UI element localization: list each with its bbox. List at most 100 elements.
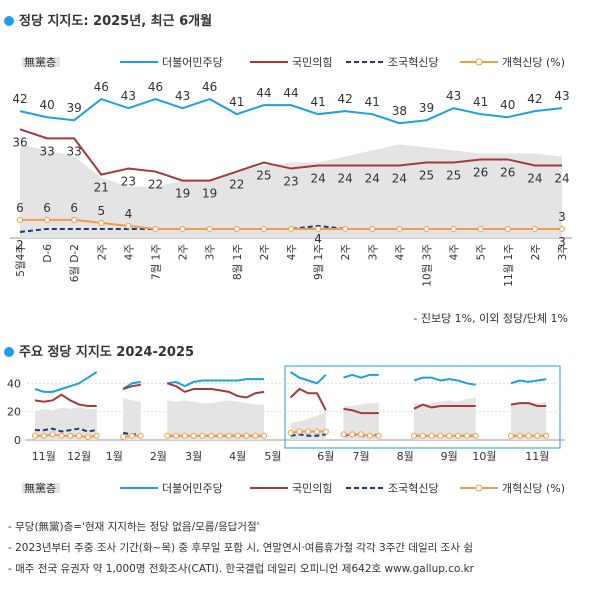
marker xyxy=(396,225,403,232)
data-label: 43 xyxy=(554,89,569,103)
x-tick-label: 11월 xyxy=(32,450,56,463)
x-tick-label: 3주 xyxy=(367,244,379,261)
marker xyxy=(516,432,523,439)
marker xyxy=(450,225,457,232)
highlight-box xyxy=(284,365,561,449)
marker xyxy=(58,432,65,439)
marker xyxy=(243,432,250,439)
x-tick-label: 9월 xyxy=(441,450,458,463)
data-label: 26 xyxy=(500,165,515,179)
marker xyxy=(507,432,514,439)
x-tick-label: 3주 xyxy=(205,244,217,261)
marker xyxy=(67,432,74,439)
x-tick-label: 4주 xyxy=(123,244,135,261)
marker xyxy=(342,225,349,232)
legend-label: 개혁신당 (%) xyxy=(502,56,565,69)
data-label: 25 xyxy=(446,169,461,183)
legend-label: 국민의힘 xyxy=(292,482,332,495)
marker xyxy=(125,222,132,229)
data-label: 41 xyxy=(310,95,325,109)
data-label: 24 xyxy=(365,172,380,186)
legend-label: 더불어민주당 xyxy=(162,56,223,69)
data-label: 41 xyxy=(365,95,380,109)
x-tick-label: 10월 xyxy=(472,450,496,463)
data-label: 41 xyxy=(229,95,244,109)
x-tick-label: 8월 xyxy=(397,450,414,463)
y-tick-label: 0 xyxy=(14,434,21,447)
marker xyxy=(472,432,479,439)
data-label: 42 xyxy=(527,92,542,106)
marker xyxy=(314,428,321,435)
marker xyxy=(260,225,267,232)
x-tick-label: 1월 xyxy=(106,450,123,463)
data-label: 46 xyxy=(148,80,163,94)
marker xyxy=(199,432,206,439)
marker xyxy=(543,432,550,439)
x-tick-label: 5월4주 xyxy=(15,244,27,277)
legend-label: 국민의힘 xyxy=(292,56,332,69)
marker xyxy=(234,432,241,439)
line xyxy=(19,128,562,182)
data-label: 42 xyxy=(12,92,27,106)
legend-label: 개혁신당 (%) xyxy=(502,482,565,495)
marker xyxy=(477,225,484,232)
data-label: 22 xyxy=(148,178,163,192)
data-label: 5 xyxy=(97,204,105,218)
x-tick-label: 2주 xyxy=(178,244,190,261)
x-tick-label: 2주 xyxy=(340,244,352,261)
legend-label: 조국혁신당 xyxy=(388,56,439,69)
marker xyxy=(463,432,470,439)
marker xyxy=(322,428,329,435)
x-tick-label: 5주 xyxy=(476,244,488,261)
marker xyxy=(428,432,435,439)
data-label: 6 xyxy=(16,201,24,215)
x-tick-label: 9월 1주 xyxy=(313,244,325,280)
chart-title: 주요 정당 지지도 2024-2025 xyxy=(19,344,194,360)
area xyxy=(20,144,562,238)
legend-label: 無黨층 xyxy=(24,481,56,495)
data-label: 24 xyxy=(527,172,542,186)
marker xyxy=(206,225,213,232)
data-label: 33 xyxy=(39,144,54,158)
marker xyxy=(340,431,347,438)
data-label: 43 xyxy=(446,89,461,103)
data-label: 6 xyxy=(70,201,78,215)
data-label: 33 xyxy=(67,144,82,158)
legend-label: 조국혁신당 xyxy=(388,482,439,495)
footnote: - 2023년부터 주중 조사 기간(화~목) 중 후무일 포함 시, 연말연시… xyxy=(8,541,473,554)
data-label: 24 xyxy=(310,172,325,186)
marker xyxy=(71,216,78,223)
marker xyxy=(288,225,294,232)
marker xyxy=(455,432,462,439)
marker xyxy=(120,434,127,441)
data-label: 43 xyxy=(175,89,190,103)
marker xyxy=(208,432,215,439)
x-tick-label: 2월 xyxy=(150,450,167,463)
marker xyxy=(252,432,259,439)
marker xyxy=(233,225,240,232)
marker xyxy=(32,432,38,439)
legend-label: 더불어민주당 xyxy=(162,482,223,495)
y-tick-label: 20 xyxy=(7,406,21,419)
marker xyxy=(419,432,426,439)
marker xyxy=(98,219,105,226)
marker xyxy=(287,429,294,436)
marker xyxy=(504,225,511,232)
x-tick-label: 7월 xyxy=(353,450,370,463)
data-label: 46 xyxy=(202,80,217,94)
data-label: 25 xyxy=(419,169,434,183)
legend-swatch xyxy=(22,483,60,493)
data-label: 22 xyxy=(229,178,244,192)
data-label: 40 xyxy=(39,98,54,112)
data-label: 44 xyxy=(283,86,298,100)
marker xyxy=(137,432,144,439)
marker xyxy=(225,432,232,439)
x-tick-label: 4주 xyxy=(286,244,298,261)
data-label: 44 xyxy=(256,86,271,100)
data-label: 24 xyxy=(392,172,407,186)
marker xyxy=(84,434,91,441)
x-tick-label: 8월 1주 xyxy=(232,244,244,280)
marker xyxy=(369,225,376,232)
marker xyxy=(349,431,356,438)
footnote: - 매주 전국 유권자 약 1,000명 전화조사(CATI). 한국갤럽 데일… xyxy=(8,562,475,575)
